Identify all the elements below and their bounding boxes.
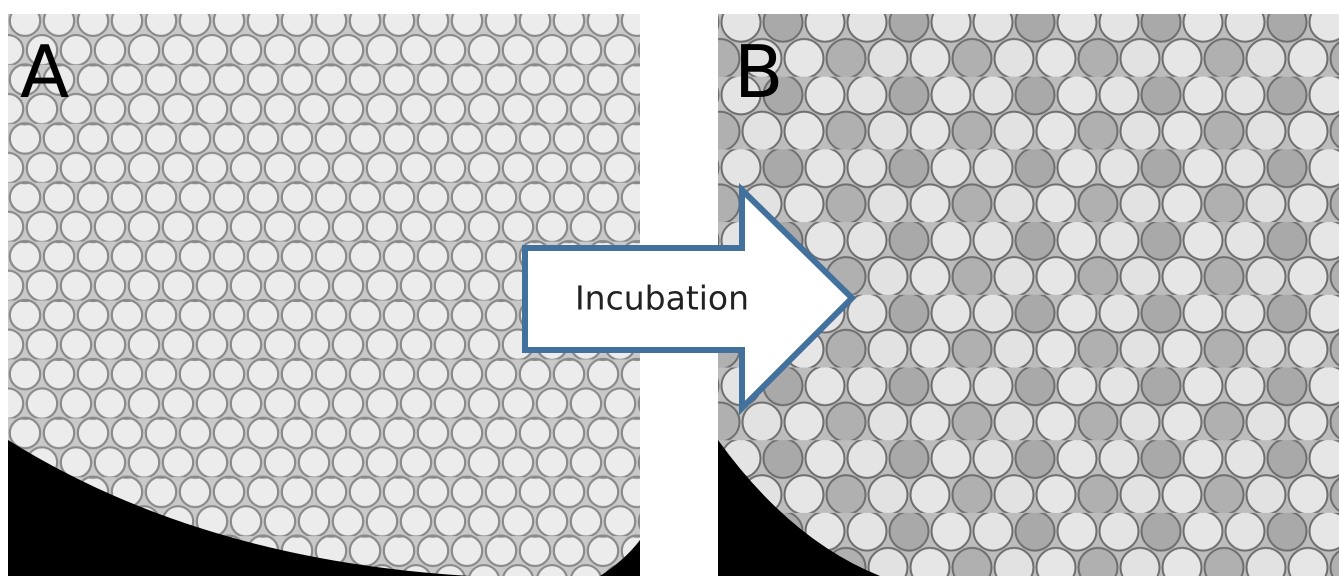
figure: A B Incubation (0, 0, 1339, 576)
arrow-label: Incubation (575, 279, 749, 318)
panel-label: A (20, 30, 69, 114)
panel-label: B (734, 30, 783, 114)
